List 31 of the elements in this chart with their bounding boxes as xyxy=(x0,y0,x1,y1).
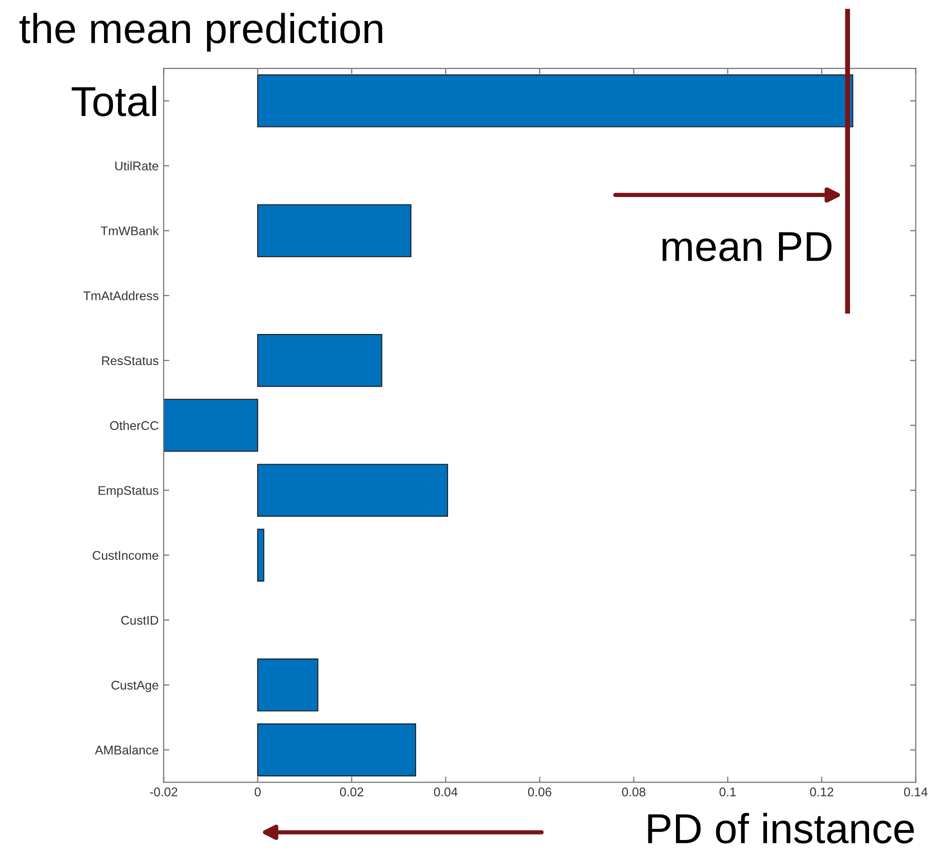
bar xyxy=(257,528,264,582)
bar xyxy=(257,723,416,776)
x-tick-label: 0.02 xyxy=(340,788,364,796)
bar xyxy=(257,74,854,128)
bar xyxy=(257,464,448,517)
chart-title: the mean prediction xyxy=(20,12,382,52)
y-tick-label: CustAge xyxy=(111,680,158,692)
y-tick-label: CustIncome xyxy=(92,550,158,560)
y-tick-label: OtherCC xyxy=(110,420,158,430)
y-tick-label: UtilRate xyxy=(115,161,158,170)
x-tick-label: 0.14 xyxy=(904,788,928,796)
y-tick-label: ResStatus xyxy=(102,356,158,366)
y-tick-label: Total xyxy=(72,86,156,116)
x-tick-label: 0 xyxy=(254,788,261,796)
y-tick-label: CustID xyxy=(121,616,158,625)
y-tick-label: TmWBank xyxy=(100,226,159,236)
bar xyxy=(164,398,258,452)
x-tick-label: 0.1 xyxy=(720,788,736,796)
x-tick-label: -0.02 xyxy=(150,788,178,796)
text: PD of instance xyxy=(648,812,914,844)
y-tick-label: EmpStatus xyxy=(98,486,158,498)
bar xyxy=(257,204,412,258)
y-tick-label: AMBalance xyxy=(94,745,158,755)
y-tick-label: TmAtAddress xyxy=(83,291,158,300)
ref-line-label: mean PD xyxy=(662,232,832,262)
bar xyxy=(257,658,318,712)
x-tick-label: 0.06 xyxy=(528,788,552,796)
x-tick-label: 0.08 xyxy=(622,788,646,796)
x-tick-label: 0.12 xyxy=(810,788,834,796)
x-tick-label: 0.04 xyxy=(434,788,458,796)
bar xyxy=(257,334,382,387)
